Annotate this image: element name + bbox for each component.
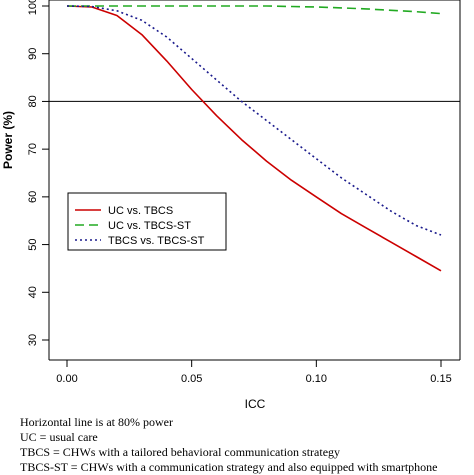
x-tick-label: 0.15: [430, 373, 451, 385]
x-tick-label: 0.10: [306, 373, 327, 385]
x-tick-label: 0.05: [181, 373, 202, 385]
legend: UC vs. TBCS UC vs. TBCS-ST TBCS vs. TBCS-S…: [67, 192, 227, 251]
legend-box: [67, 192, 227, 251]
footnotes: Horizontal line is at 80% power UC = usu…: [20, 415, 474, 475]
x-tick-label: 0.00: [56, 373, 77, 385]
y-axis: 30 40 50 60 70 80 90 100: [27, 0, 50, 346]
x-axis: 0.00 0.05 0.10 0.15: [56, 359, 452, 385]
y-tick-label: 30: [27, 334, 39, 346]
legend-label-2: TBCS vs. TBCS-ST: [108, 235, 205, 247]
series-line-0: [66, 5, 442, 272]
footnote-tbcs-st: TBCS-ST = CHWs with a communication stra…: [20, 460, 438, 474]
y-tick-label: 90: [27, 48, 39, 60]
x-axis-label: ICC: [245, 397, 266, 410]
series-line-2: [66, 5, 442, 236]
series-layer: [66, 5, 442, 272]
y-tick-label: 60: [27, 191, 39, 203]
plot-frame: [48, 0, 461, 361]
y-tick-label: 100: [27, 0, 39, 15]
y-tick-label: 80: [27, 95, 39, 107]
y-tick-label: 40: [27, 286, 39, 298]
footnote-reference-line: Horizontal line is at 80% power: [20, 415, 173, 429]
y-tick-label: 70: [27, 143, 39, 155]
y-tick-label: 50: [27, 238, 39, 250]
footnote-tbcs: TBCS = CHWs with a tailored behavioral c…: [20, 445, 341, 459]
series-line-1: [67, 5, 442, 15]
footnote-uc: UC = usual care: [20, 430, 98, 444]
y-axis-label: Power (%): [1, 111, 15, 169]
legend-label-0: UC vs. TBCS: [108, 205, 173, 217]
legend-label-1: UC vs. TBCS-ST: [108, 220, 191, 232]
power-chart: 0.00 0.05 0.10 0.15 30 40 50 60 70 80 90 100 ICC P…: [1, 0, 461, 410]
